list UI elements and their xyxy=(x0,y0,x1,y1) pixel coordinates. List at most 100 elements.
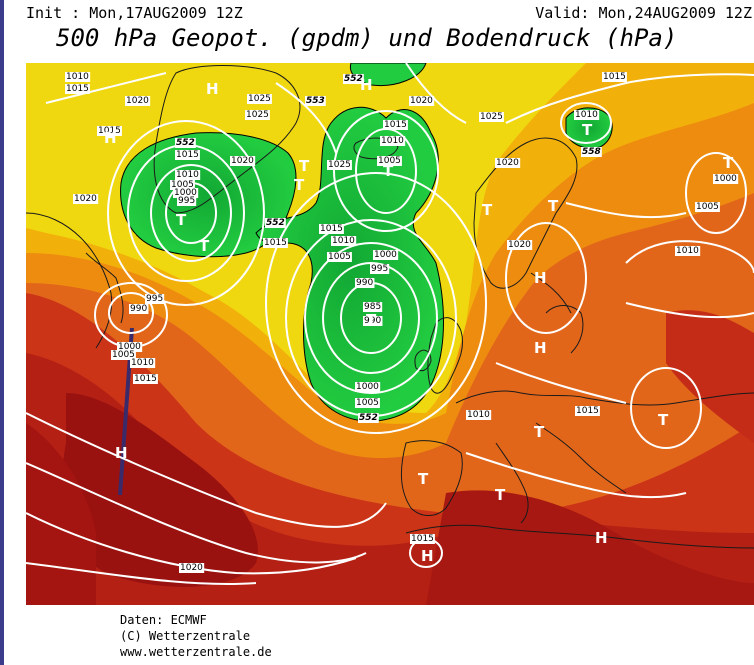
isobar-label: 1000 xyxy=(714,174,737,184)
isobar-label: 1015 xyxy=(603,72,626,82)
high-pressure-symbol: H xyxy=(534,269,547,287)
isobar-label: 990 xyxy=(364,316,381,326)
map-title: 500 hPa Geopot. (gpdm) und Bodendruck (h… xyxy=(56,24,678,52)
isobar-label: 1010 xyxy=(575,110,598,120)
isobar-label: 1005 xyxy=(378,156,401,166)
geopotential-label: 552 xyxy=(344,74,363,84)
isobar-label: 1005 xyxy=(328,252,351,262)
isobar-label-halo xyxy=(111,350,136,360)
isobar-label-halo xyxy=(713,174,739,184)
isobar-label: 1005 xyxy=(696,202,719,212)
isobar-label: 1020 xyxy=(231,156,254,166)
isobar-label: 1005 xyxy=(356,398,379,408)
geopotential-label: 553 xyxy=(306,96,325,106)
isobar-label: 1020 xyxy=(74,194,97,204)
isobar-label-halo xyxy=(97,126,122,136)
isobar-label-halo xyxy=(479,112,504,122)
isobar-label-halo xyxy=(466,410,492,420)
isobar-label: 1020 xyxy=(126,96,149,106)
isobar-label: 1020 xyxy=(508,240,531,250)
hot-core-north-africa xyxy=(426,490,754,605)
low-pressure-symbol: T xyxy=(418,470,429,488)
isobar-label-halo xyxy=(129,304,149,314)
isobar-label: 1015 xyxy=(576,406,599,416)
geopotential-label: 552 xyxy=(359,413,378,423)
low-pressure-symbol: T xyxy=(723,154,734,172)
init-timestamp: Init : Mon,17AUG2009 12Z xyxy=(26,4,243,22)
isobar-label-halo xyxy=(363,302,383,312)
low-pressure-symbol: T xyxy=(534,423,545,441)
isobar-label-halo xyxy=(177,196,197,206)
hot-core-west xyxy=(26,423,96,605)
low-pressure-symbol: T xyxy=(582,121,593,139)
low-pressure-symbol: T xyxy=(383,162,394,180)
isobar-label: 1000 xyxy=(118,342,141,352)
isobar-label: 1015 xyxy=(411,534,434,544)
isobar-label-halo xyxy=(73,194,99,204)
isobar-label-halo xyxy=(380,136,406,146)
low-pressure-symbol: T xyxy=(176,211,187,229)
isobar-label: 1025 xyxy=(248,94,271,104)
geopotential-labels: 552 552 553 552 558 552 xyxy=(175,74,602,423)
geopotential-label: 558 xyxy=(582,147,601,157)
isobar-labels: 1010 1015 1015 1020 1025 1025 1015 1010 … xyxy=(65,72,739,573)
isobar-label-halo xyxy=(327,160,352,170)
isobar-label-halo xyxy=(377,156,402,166)
geopotential-label-halo xyxy=(358,413,379,423)
website-url: www.wetterzentrale.de xyxy=(120,645,272,659)
isobar-label: 1020 xyxy=(410,96,433,106)
low-pressure-symbol: T xyxy=(495,486,506,504)
weather-map: 1010 1015 1015 1020 1025 1025 1015 1010 … xyxy=(26,63,754,605)
isobar-label: 1010 xyxy=(467,410,490,420)
low-pressure-symbol: T xyxy=(294,176,305,194)
isobar-label-halo xyxy=(170,180,195,190)
copyright: (C) Wetterzentrale xyxy=(120,629,251,643)
isobar-label: 1025 xyxy=(480,112,503,122)
isobar-label-halo xyxy=(507,240,533,250)
weather-map-svg: 1010 1015 1015 1020 1025 1025 1015 1010 … xyxy=(26,63,754,605)
isobar-label-halo xyxy=(495,158,521,168)
isobar-label: 1020 xyxy=(180,563,203,573)
isobar-label-halo xyxy=(65,84,90,94)
geopotential-label-halo xyxy=(305,96,326,106)
isobar-label-halo xyxy=(675,246,701,256)
isobar-label-halo xyxy=(175,170,201,180)
isobar-label: 1010 xyxy=(676,246,699,256)
isobar-label-halo xyxy=(179,563,205,573)
isobar-label: 1020 xyxy=(496,158,519,168)
header-bar: Init : Mon,17AUG2009 12Z Valid: Mon,24AU… xyxy=(26,4,754,24)
isobar-label-halo xyxy=(383,120,408,130)
valid-timestamp: Valid: Mon,24AUG2009 12Z xyxy=(535,4,752,22)
green-trough-north xyxy=(349,63,427,87)
isobar-label-halo xyxy=(65,72,91,82)
isobar-label: 1010 xyxy=(176,170,199,180)
isobar-label: 1015 xyxy=(98,126,121,136)
isobar-label: 1000 xyxy=(374,250,397,260)
isobar-label: 995 xyxy=(178,196,195,206)
isobar-label: 1015 xyxy=(264,238,287,248)
isobar-label-halo xyxy=(133,374,158,384)
isobar-label: 1015 xyxy=(66,84,89,94)
isobar-label: 1025 xyxy=(246,110,269,120)
isobar-label: 1015 xyxy=(134,374,157,384)
isobar-label: 1000 xyxy=(174,188,197,198)
isobar-label-halo xyxy=(173,188,199,198)
isobar-label-halo xyxy=(319,224,344,234)
isobar-label: 1015 xyxy=(384,120,407,130)
isobar-label-halo xyxy=(331,236,357,246)
isobar-label: 1005 xyxy=(171,180,194,190)
warm-field-east xyxy=(666,310,754,443)
window-left-border xyxy=(0,0,4,665)
isobar-label: 990 xyxy=(356,278,373,288)
isobar-label-halo xyxy=(263,238,288,248)
high-pressure-symbol: H xyxy=(534,339,547,357)
isobar-label: 1015 xyxy=(320,224,343,234)
geopotential-label-halo xyxy=(343,74,364,84)
isobar-label: 1010 xyxy=(332,236,355,246)
isobar-label: 1010 xyxy=(131,358,154,368)
footer-credits: Daten: ECMWF (C) Wetterzentrale www.wett… xyxy=(120,612,272,660)
high-pressure-symbol: H xyxy=(206,80,219,98)
isobar-label-halo xyxy=(355,382,381,392)
isobar-label-halo xyxy=(247,94,272,104)
isobar-label-halo xyxy=(575,406,600,416)
